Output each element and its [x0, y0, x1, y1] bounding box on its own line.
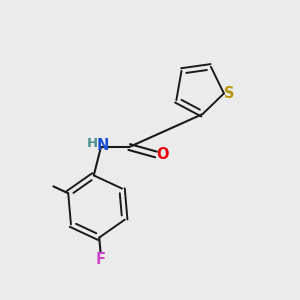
- Text: S: S: [224, 86, 235, 101]
- Text: N: N: [96, 138, 109, 153]
- Text: H: H: [87, 137, 98, 150]
- Text: F: F: [95, 252, 106, 267]
- Text: O: O: [156, 147, 169, 162]
